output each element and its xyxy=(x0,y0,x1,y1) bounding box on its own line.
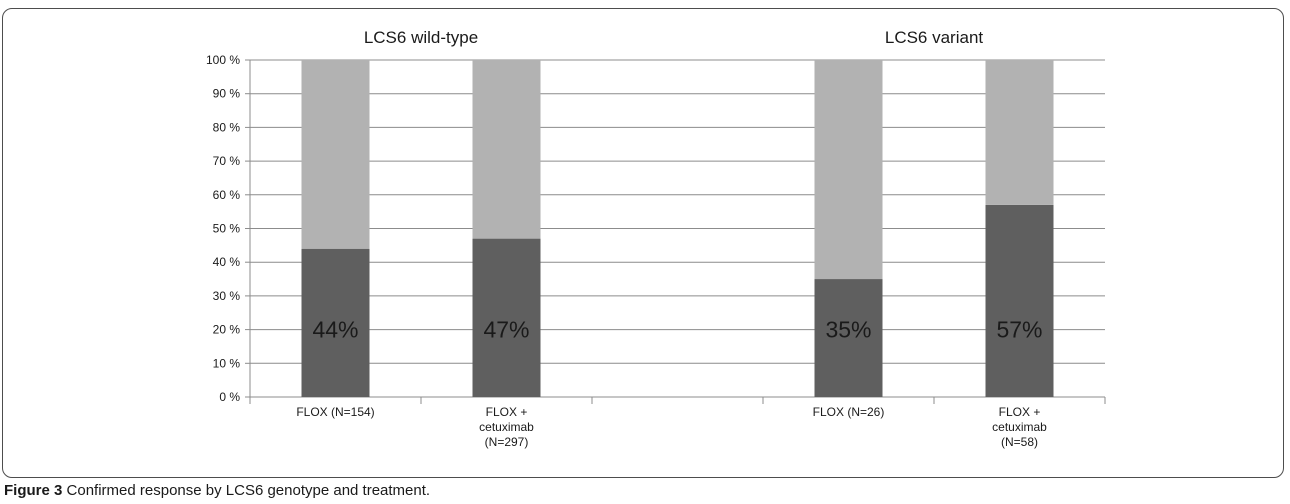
y-tick-label: 100 % xyxy=(206,53,240,67)
bar-segment-no-response xyxy=(301,60,370,249)
bar-segment-no-response xyxy=(814,60,883,280)
y-tick-label: 50 % xyxy=(213,222,241,236)
figure-caption: Figure 3 Confirmed response by LCS6 geno… xyxy=(4,482,430,499)
x-category-label: FLOX (N=154) xyxy=(296,405,374,419)
y-tick-label: 30 % xyxy=(213,289,241,303)
bar-segment-no-response xyxy=(985,60,1054,205)
y-tick-label: 20 % xyxy=(213,323,241,337)
x-category-label: FLOX (N=26) xyxy=(813,405,885,419)
bar-data-label: 35% xyxy=(825,317,871,343)
stacked-bar-chart: 0 % 10 % 20 % 30 % 40 % 50 % 60 % 70 % 80 % 90 % 1… xyxy=(206,28,1106,449)
panel-title: LCS6 wild-type xyxy=(364,28,478,47)
y-tick-label: 10 % xyxy=(213,356,241,370)
y-tick-label: 70 % xyxy=(213,154,241,168)
bar-segment-no-response xyxy=(472,60,541,239)
caption-text: Confirmed response by LCS6 genotype and … xyxy=(62,482,431,499)
panel-title: LCS6 variant xyxy=(885,28,984,47)
y-tick-label: 0 % xyxy=(219,390,240,404)
x-category-label: FLOX + cetuximab (N=297) xyxy=(479,405,534,449)
bar-data-label: 57% xyxy=(996,317,1042,343)
bar-data-label: 44% xyxy=(312,317,358,343)
figure-frame xyxy=(2,8,1284,478)
y-tick-label: 80 % xyxy=(213,120,241,134)
y-tick-label: 90 % xyxy=(213,87,241,101)
bar-segment-response xyxy=(472,238,541,397)
bar-segment-response xyxy=(814,279,883,397)
bar-data-label: 47% xyxy=(483,317,529,343)
x-category-label: FLOX + cetuximab (N=58) xyxy=(992,405,1047,449)
y-tick-label: 40 % xyxy=(213,255,241,269)
bar-segment-response xyxy=(301,248,370,397)
y-tick-label: 60 % xyxy=(213,188,241,202)
caption-label: Figure 3 xyxy=(4,482,63,499)
bar-segment-response xyxy=(985,204,1054,397)
